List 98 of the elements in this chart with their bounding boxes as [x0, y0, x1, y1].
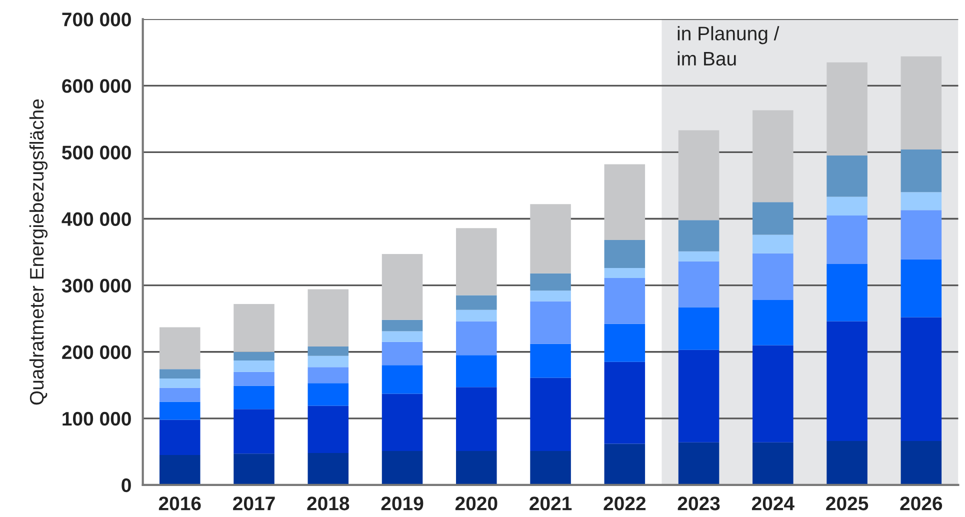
x-tick-label: 2026 [900, 496, 942, 510]
bar [752, 202, 794, 235]
bar [900, 317, 942, 442]
bar [530, 451, 571, 485]
bar [678, 130, 720, 220]
bar [826, 321, 868, 442]
bar [752, 345, 794, 442]
bar [160, 420, 200, 455]
y-tick-label: 0 [122, 478, 131, 492]
y-tick-label: 600 000 [62, 79, 131, 93]
bar [900, 441, 942, 485]
bar [308, 356, 349, 368]
bar [308, 289, 349, 347]
y-tick-label: 100 000 [62, 412, 131, 426]
bar [752, 234, 794, 254]
x-tick-label: 2023 [678, 496, 720, 510]
bar [530, 273, 571, 291]
y-tick-label: 400 000 [62, 212, 131, 226]
bar [456, 451, 497, 485]
bar [900, 192, 942, 210]
bar [530, 290, 571, 302]
bar [382, 451, 423, 485]
bar [160, 402, 200, 420]
bar [604, 268, 646, 278]
bar [900, 259, 942, 318]
bar [234, 360, 274, 372]
bar [678, 442, 720, 485]
bar [604, 278, 646, 324]
bar [160, 327, 200, 370]
bar [308, 346, 349, 356]
bar [900, 150, 942, 192]
bar [604, 444, 646, 485]
bar [456, 228, 497, 296]
bar [382, 342, 423, 366]
bar [308, 367, 349, 384]
band-label: in Planung / im Bau [678, 26, 780, 66]
bar [382, 254, 423, 320]
bar [308, 406, 349, 454]
bar [160, 378, 200, 388]
bar [234, 304, 274, 352]
bar [752, 253, 794, 300]
bar [160, 455, 200, 485]
bar [530, 344, 571, 378]
bar [456, 321, 497, 356]
bar [308, 453, 349, 485]
bar [234, 409, 274, 454]
bar [234, 372, 274, 386]
bar [160, 388, 200, 402]
bar [752, 442, 794, 485]
bar [826, 196, 868, 216]
bar [678, 220, 720, 252]
x-tick-label: 2017 [233, 496, 275, 510]
bar [604, 362, 646, 444]
bar [234, 386, 274, 410]
x-tick-label: 2022 [604, 496, 646, 510]
bar [456, 355, 497, 388]
x-tick-label: 2019 [381, 496, 424, 510]
bar [382, 365, 423, 394]
bar [900, 56, 942, 150]
bar [530, 301, 571, 344]
bar [382, 331, 423, 342]
bar [678, 261, 720, 308]
bar [826, 264, 868, 322]
y-axis-title: Quadratmeter Energiebezugsfläche [29, 99, 48, 405]
bar [604, 240, 646, 268]
bar [826, 215, 868, 264]
x-tick-label: 2020 [455, 496, 498, 510]
bar [234, 352, 274, 361]
bar [678, 350, 720, 442]
bar [826, 156, 868, 197]
bar [604, 324, 646, 362]
bar [900, 210, 942, 260]
bar [308, 383, 349, 406]
bar [382, 394, 423, 452]
y-tick-label: 200 000 [62, 345, 131, 360]
x-tick-label: 2021 [530, 496, 572, 510]
bar [826, 441, 868, 485]
x-tick-label: 2018 [307, 496, 350, 510]
y-tick-label: 300 000 [62, 278, 131, 293]
x-tick-label: 2016 [158, 496, 201, 510]
bar [234, 454, 274, 485]
bar [530, 378, 571, 452]
y-tick-label: 500 000 [62, 146, 131, 160]
bar [456, 387, 497, 452]
bar [456, 310, 497, 322]
bar [456, 295, 497, 310]
y-tick-label: 700 000 [62, 12, 131, 26]
bar [752, 110, 794, 202]
bar [678, 251, 720, 262]
bar [382, 320, 423, 332]
bar [678, 307, 720, 350]
bar [604, 164, 646, 240]
bar [752, 300, 794, 346]
bar [160, 369, 200, 378]
bar [530, 204, 571, 274]
x-tick-label: 2025 [826, 496, 868, 510]
x-tick-label: 2024 [752, 496, 794, 510]
bar [826, 62, 868, 156]
